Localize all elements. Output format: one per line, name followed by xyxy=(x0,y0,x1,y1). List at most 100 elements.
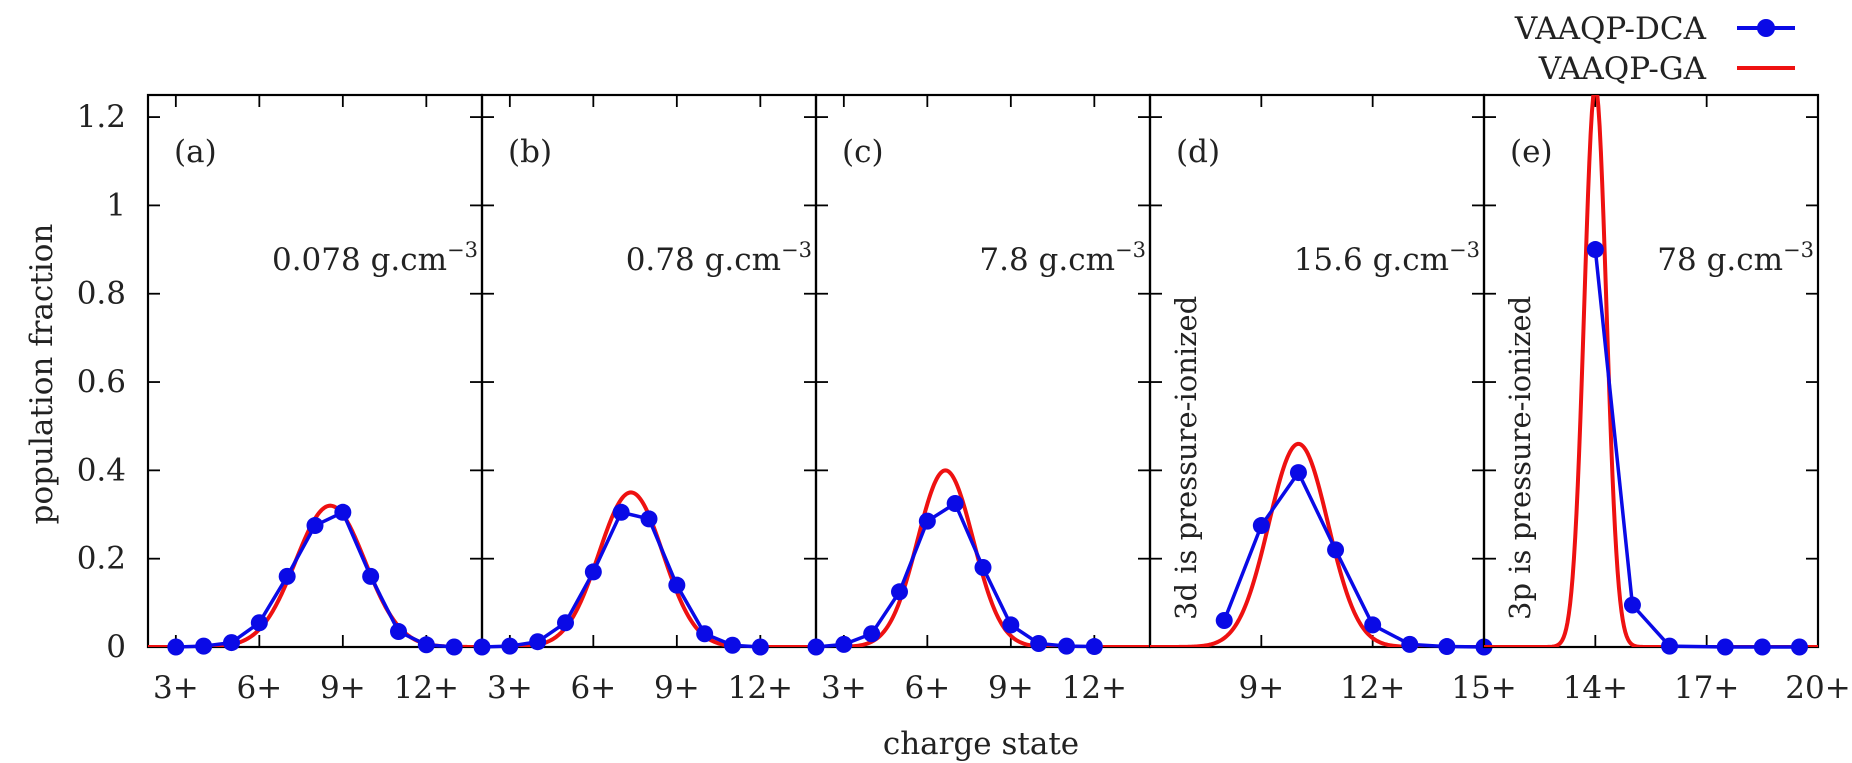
y-tick-label: 0.8 xyxy=(77,276,126,312)
data-point-vaaqp-dca xyxy=(250,614,268,632)
data-point-vaaqp-dca xyxy=(223,634,240,652)
data-point-vaaqp-dca xyxy=(640,510,658,528)
data-point-vaaqp-dca xyxy=(1252,517,1270,535)
data-point-vaaqp-dca xyxy=(557,614,574,632)
x-tick-label: 17+ xyxy=(1674,670,1739,706)
legend-label: VAAQP-GA xyxy=(1538,51,1707,87)
density-value: 7.8 g.cm xyxy=(979,242,1115,278)
x-tick-label: 6+ xyxy=(570,670,616,706)
data-point-vaaqp-dca xyxy=(334,503,352,521)
x-tick-label: 14+ xyxy=(1563,670,1628,706)
x-tick-label: 9+ xyxy=(988,670,1034,706)
data-point-vaaqp-dca xyxy=(751,638,769,656)
data-point-vaaqp-dca xyxy=(1085,638,1103,656)
pressure-ionized-note: 3d is pressure-ionized xyxy=(1169,296,1203,620)
density-exponent: −3 xyxy=(1783,238,1814,262)
data-point-vaaqp-dca xyxy=(1438,638,1456,656)
data-point-vaaqp-dca xyxy=(891,583,908,601)
y-axis: 0 0.2 0.4 0.6 0.8 1 1.2 xyxy=(77,99,126,665)
panel-e: 14+ 17+ 20+ (e) 78 g.cm−3 3p is pressure-ioni… xyxy=(1482,93,1851,706)
x-tick-label: 12+ xyxy=(1340,670,1405,706)
series-line-vaaqp-dca xyxy=(481,510,761,649)
data-point-vaaqp-dca xyxy=(195,637,213,655)
data-point-vaaqp-dca xyxy=(612,503,630,521)
data-point-vaaqp-dca xyxy=(501,637,519,655)
data-point-vaaqp-dca xyxy=(417,636,435,654)
data-point-vaaqp-dca xyxy=(1002,616,1020,634)
y-tick-label: 0.4 xyxy=(77,452,126,488)
data-point-vaaqp-dca xyxy=(1215,612,1233,630)
data-point-vaaqp-dca xyxy=(668,576,686,594)
data-point-vaaqp-dca xyxy=(390,623,407,641)
panel-label: (d) xyxy=(1176,134,1220,170)
y-tick-label: 1.2 xyxy=(77,99,126,135)
legend-marker xyxy=(1757,19,1775,37)
data-point-vaaqp-dca xyxy=(584,563,602,581)
data-point-vaaqp-dca xyxy=(1401,635,1419,653)
data-point-vaaqp-dca xyxy=(529,633,547,651)
series-line-vaaqp-ga xyxy=(816,468,1150,647)
panel-label: (a) xyxy=(174,134,217,170)
data-point-vaaqp-dca xyxy=(835,635,853,653)
data-point-vaaqp-dca xyxy=(863,625,881,643)
data-point-vaaqp-dca xyxy=(1327,541,1345,559)
panel-label: (c) xyxy=(842,134,884,170)
data-point-vaaqp-dca xyxy=(1790,638,1808,656)
density-exponent: −3 xyxy=(781,238,812,262)
x-tick-label: 12+ xyxy=(394,670,459,706)
panel-frame xyxy=(480,93,818,649)
data-point-vaaqp-dca xyxy=(306,517,324,535)
density-exponent: −3 xyxy=(1115,238,1146,262)
density-value: 15.6 g.cm xyxy=(1294,242,1449,278)
series-line-vaaqp-dca xyxy=(1593,249,1800,649)
density-label: 7.8 g.cm−3 xyxy=(979,238,1146,278)
series-line-vaaqp-dca xyxy=(1222,469,1485,649)
density-value: 78 g.cm xyxy=(1657,242,1783,278)
x-tick-label: 9+ xyxy=(1238,670,1284,706)
x-tick-label: 15+ xyxy=(1451,670,1516,706)
data-point-vaaqp-dca xyxy=(1058,637,1075,655)
data-point-vaaqp-dca xyxy=(1364,616,1382,634)
data-point-vaaqp-dca xyxy=(1623,596,1641,614)
panel-d: 9+ 12+ 15+ (d) 15.6 g.cm−3 3d is pressure-ion… xyxy=(1148,93,1517,706)
pressure-ionized-note: 3p is pressure-ionized xyxy=(1503,296,1537,620)
data-point-vaaqp-dca xyxy=(724,636,741,654)
data-point-vaaqp-dca xyxy=(473,638,491,656)
density-exponent: −3 xyxy=(1449,238,1480,262)
y-tick-label: 1 xyxy=(106,187,126,223)
density-label: 0.78 g.cm−3 xyxy=(626,238,812,278)
data-point-vaaqp-dca xyxy=(445,638,463,656)
x-tick-label: 6+ xyxy=(236,670,282,706)
x-axis-title: charge state xyxy=(883,726,1079,762)
x-tick-label: 9+ xyxy=(654,670,700,706)
panel-c: 3+ 6+ 9+ 12+ (c) 7.8 g.cm−3 xyxy=(807,93,1152,706)
x-tick-label: 6+ xyxy=(904,670,950,706)
x-tick-label: 12+ xyxy=(1062,670,1127,706)
density-value: 0.78 g.cm xyxy=(626,242,781,278)
x-tick-label: 12+ xyxy=(728,670,793,706)
density-value: 0.078 g.cm xyxy=(272,242,447,278)
density-label: 78 g.cm−3 xyxy=(1657,238,1814,278)
data-point-vaaqp-dca xyxy=(362,567,380,585)
density-exponent: −3 xyxy=(447,238,478,262)
x-tick-label: 3+ xyxy=(487,670,533,706)
panel-b: 3+ 6+ 9+ 12+ (b) 0.78 g.cm−3 xyxy=(473,93,818,706)
density-label: 15.6 g.cm−3 xyxy=(1294,238,1480,278)
data-point-vaaqp-dca xyxy=(807,638,825,656)
data-point-vaaqp-dca xyxy=(1753,638,1771,656)
data-point-vaaqp-dca xyxy=(1716,638,1734,656)
data-point-vaaqp-dca xyxy=(1661,637,1679,655)
data-point-vaaqp-dca xyxy=(918,512,936,530)
legend: VAAQP-DCA VAAQP-GA xyxy=(1514,11,1795,87)
panel-label: (e) xyxy=(1510,134,1553,170)
panel-frame xyxy=(146,93,484,649)
y-tick-label: 0.2 xyxy=(77,541,126,577)
data-point-vaaqp-dca xyxy=(278,567,296,585)
data-point-vaaqp-dca xyxy=(696,625,714,643)
y-tick-label: 0.6 xyxy=(77,364,126,400)
panel-a: 3+ 6+ 9+ 12+ (a) 0.078 g.cm−3 xyxy=(146,93,484,706)
data-point-vaaqp-dca xyxy=(1030,634,1048,652)
y-axis-title: population fraction xyxy=(24,224,60,525)
data-point-vaaqp-dca xyxy=(1289,464,1307,482)
